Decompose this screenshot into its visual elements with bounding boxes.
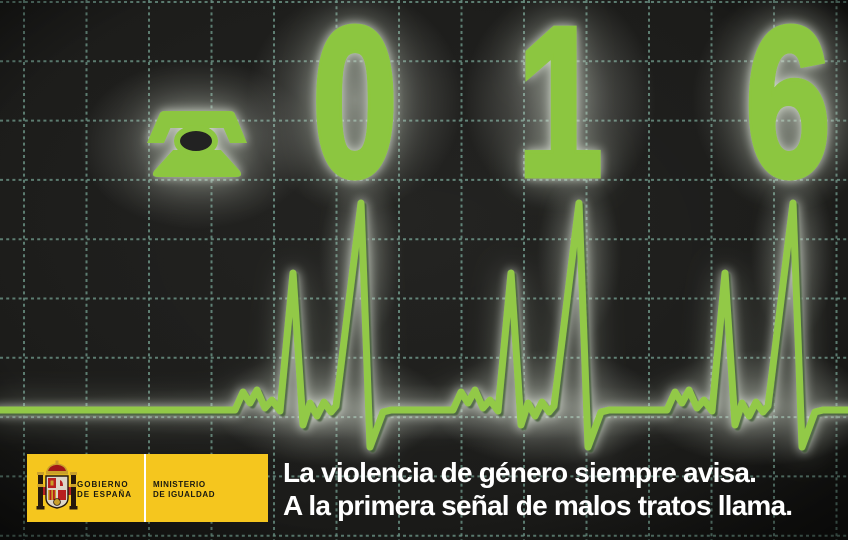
hotline-number: 0 1 6 xyxy=(310,0,834,224)
hotline-digit-1: 0 xyxy=(313,0,398,221)
ecg-heartbeat-line xyxy=(0,199,848,451)
rotary-phone-icon xyxy=(147,111,247,177)
hotline-digit-3: 6 xyxy=(746,0,831,221)
hotline-digit-2: 1 xyxy=(518,0,603,221)
